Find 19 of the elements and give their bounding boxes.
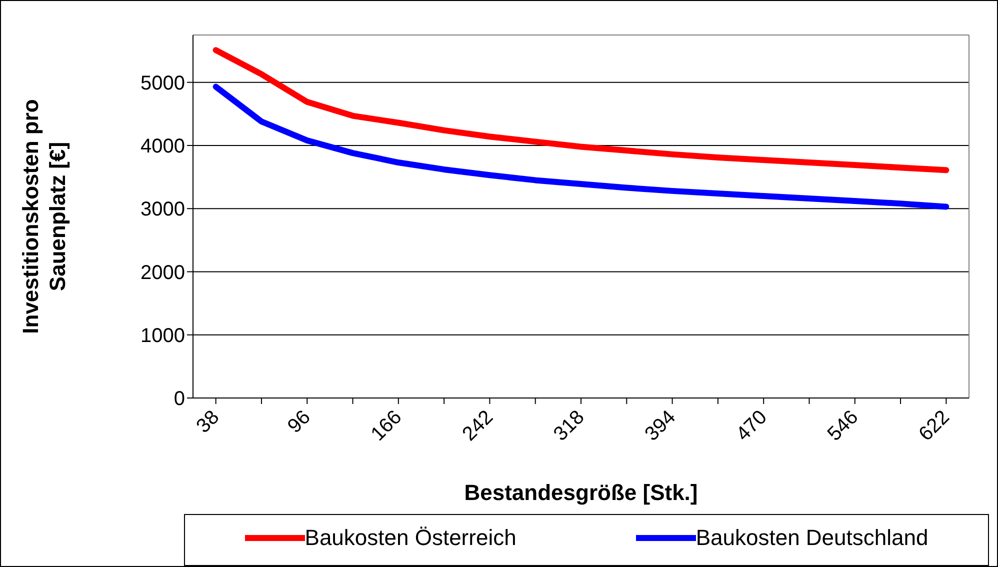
y-tick-label: 5000 [140, 72, 185, 94]
y-tick-label: 1000 [140, 324, 185, 347]
x-tick-label: 622 [914, 406, 954, 446]
x-tick-label: 546 [824, 406, 863, 446]
x-tick-label: 318 [550, 406, 589, 446]
y-tick-label: 3000 [140, 198, 185, 221]
x-tick-label: 242 [458, 406, 498, 446]
x-tick-label: 38 [192, 406, 224, 438]
x-tick-label: 96 [284, 406, 315, 438]
y-tick-label: 0 [174, 388, 185, 410]
x-tick-label: 470 [732, 406, 772, 446]
x-tick-label: 394 [640, 406, 680, 446]
legend-label: Baukosten Österreich [304, 525, 516, 551]
x-tick-label: 166 [367, 406, 406, 446]
y-axis-title: Investitionskosten pro Sauenplatz [€] [18, 99, 70, 334]
legend-label: Baukosten Deutschland [696, 525, 928, 551]
y-tick-label: 2000 [140, 262, 185, 284]
y-tick-label: 4000 [140, 136, 185, 158]
x-axis-title: Bestandesgröße [Stk.] [464, 480, 698, 505]
